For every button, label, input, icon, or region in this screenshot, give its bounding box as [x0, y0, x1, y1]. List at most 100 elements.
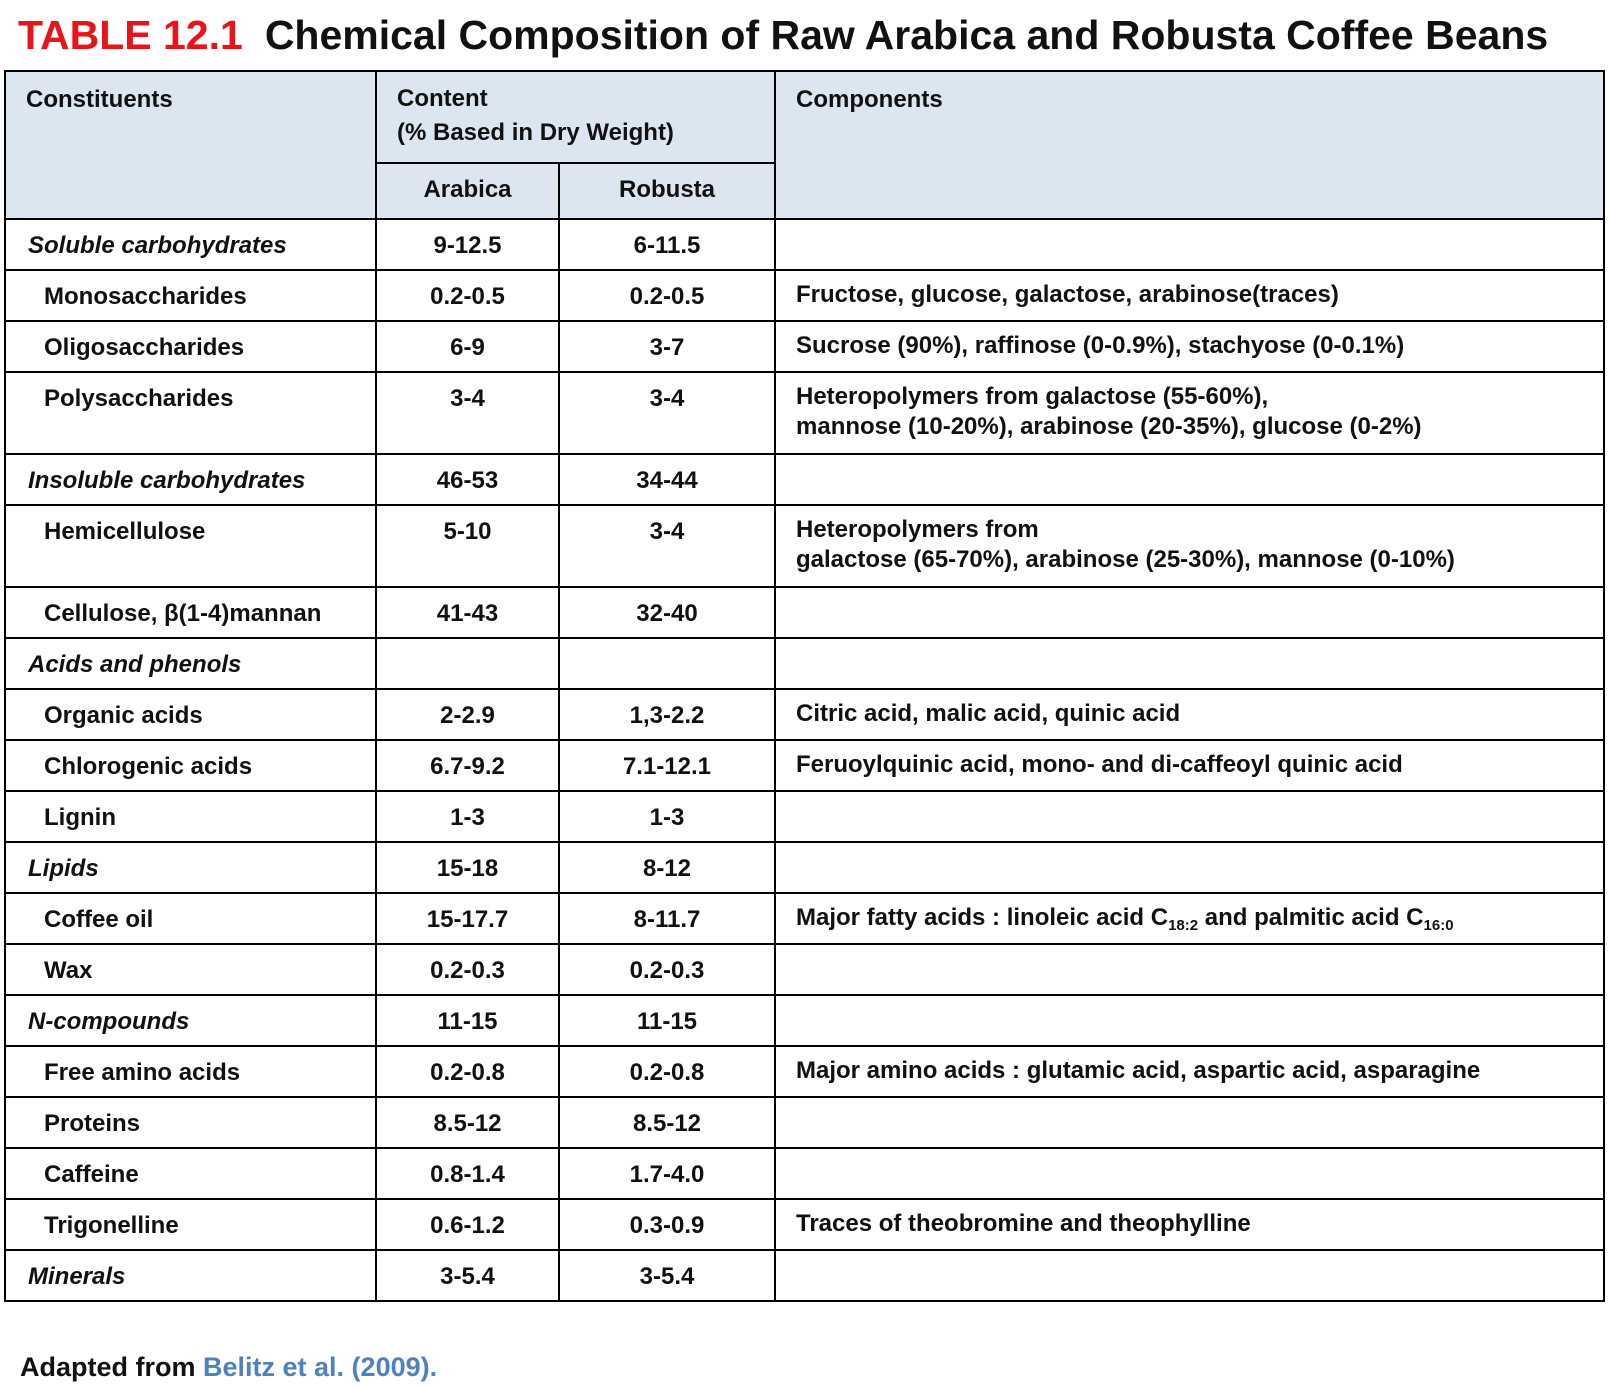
table-row: Trigonelline 0.6-1.2 0.3-0.9 Traces of theo…	[4, 1198, 1605, 1251]
arabica-cell: 41-43	[375, 586, 560, 639]
arabica-cell: 15-17.7	[375, 892, 560, 945]
constituent-cell: Oligosaccharides	[4, 320, 377, 373]
constituent-cell: Trigonelline	[4, 1198, 377, 1251]
robusta-cell: 32-40	[558, 586, 776, 639]
empty-cell	[774, 841, 1605, 894]
table-row: Soluble carbohydrates 9-12.5 6-11.5	[4, 218, 1605, 271]
empty-cell	[774, 994, 1605, 1047]
arabica-cell: 46-53	[375, 453, 560, 506]
arabica-cell: 0.2-0.8	[375, 1045, 560, 1098]
table-row: Lipids 15-18 8-12	[4, 841, 1605, 894]
arabica-cell: 0.8-1.4	[375, 1147, 560, 1200]
empty-cell	[774, 218, 1605, 271]
constituent-cell: Insoluble carbohydrates	[4, 453, 377, 506]
robusta-cell: 11-15	[558, 994, 776, 1047]
table-title: TABLE 12.1 Chemical Composition of Raw Ar…	[18, 12, 1548, 59]
constituent-cell: Cellulose, β(1-4)mannan	[4, 586, 377, 639]
table-row: Minerals 3-5.4 3-5.4	[4, 1249, 1605, 1302]
arabica-cell: 1-3	[375, 790, 560, 843]
footnote: Adapted from Belitz et al. (2009).	[20, 1352, 437, 1383]
robusta-cell: 8-12	[558, 841, 776, 894]
robusta-cell: 3-5.4	[558, 1249, 776, 1302]
table-row: Proteins 8.5-12 8.5-12	[4, 1096, 1605, 1149]
robusta-cell: 0.2-0.3	[558, 943, 776, 996]
components-cell: Fructose, glucose, galactose, arabinose(…	[774, 269, 1605, 322]
constituent-cell: N-compounds	[4, 994, 377, 1047]
table-row: Free amino acids 0.2-0.8 0.2-0.8 Major amin…	[4, 1045, 1605, 1098]
text-part: Major fatty acids : linoleic acid C	[796, 904, 1169, 931]
arabica-cell: 0.2-0.3	[375, 943, 560, 996]
header-cell: Arabica	[375, 162, 560, 220]
empty-cell	[774, 790, 1605, 843]
components-cell: Citric acid, malic acid, quinic acid	[774, 688, 1605, 741]
table-row: Acids and phenols	[4, 637, 1605, 690]
table-row: Wax 0.2-0.3 0.2-0.3	[4, 943, 1605, 996]
robusta-cell: 3-7	[558, 320, 776, 373]
constituent-cell: Proteins	[4, 1096, 377, 1149]
robusta-cell: 1,3-2.2	[558, 688, 776, 741]
components-cell: Heteropolymers from galactose (65-70%), …	[774, 504, 1605, 588]
empty-cell	[774, 1249, 1605, 1302]
empty-cell	[774, 943, 1605, 996]
arabica-cell: 3-5.4	[375, 1249, 560, 1302]
arabica-cell: 6-9	[375, 320, 560, 373]
title-text: Chemical Composition of Raw Arabica and …	[264, 12, 1549, 58]
constituent-cell: Polysaccharides	[4, 371, 377, 455]
empty-cell	[774, 586, 1605, 639]
source-link[interactable]: Belitz et al. (2009).	[203, 1352, 438, 1382]
arabica-cell: 5-10	[375, 504, 560, 588]
robusta-cell: 8.5-12	[558, 1096, 776, 1149]
robusta-cell: 1.7-4.0	[558, 1147, 776, 1200]
constituent-cell: Hemicellulose	[4, 504, 377, 588]
header-cell: Constituents	[4, 70, 377, 220]
components-cell: Heteropolymers from galactose (55-60%), …	[774, 371, 1605, 455]
table-row: Lignin 1-3 1-3	[4, 790, 1605, 843]
table-row: Caffeine 0.8-1.4 1.7-4.0	[4, 1147, 1605, 1200]
constituent-cell: Coffee oil	[4, 892, 377, 945]
table-row: Chlorogenic acids 6.7-9.2 7.1-12.1 Feruoylq…	[4, 739, 1605, 792]
robusta-cell: 1-3	[558, 790, 776, 843]
table-row: Insoluble carbohydrates 46-53 34-44	[4, 453, 1605, 506]
arabica-cell: 15-18	[375, 841, 560, 894]
empty-cell	[774, 453, 1605, 506]
table-row: Oligosaccharides 6-9 3-7 Sucrose (90%), raf…	[4, 320, 1605, 373]
table-label: TABLE 12.1	[18, 12, 243, 58]
robusta-cell: 3-4	[558, 371, 776, 455]
table-row: N-compounds 11-15 11-15	[4, 994, 1605, 1047]
header-cell: Content (% Based in Dry Weight)	[375, 70, 776, 164]
arabica-cell: 2-2.9	[375, 688, 560, 741]
constituent-cell: Lipids	[4, 841, 377, 894]
header-cell: Robusta	[558, 162, 776, 220]
arabica-cell: 8.5-12	[375, 1096, 560, 1149]
components-cell: Major amino acids : glutamic acid, aspar…	[774, 1045, 1605, 1098]
constituent-cell: Acids and phenols	[4, 637, 377, 690]
arabica-cell: 11-15	[375, 994, 560, 1047]
arabica-cell: 0.6-1.2	[375, 1198, 560, 1251]
composition-table: Constituents Content (% Based in Dry Weig…	[4, 70, 1605, 1302]
empty-cell	[774, 1147, 1605, 1200]
arabica-cell: 3-4	[375, 371, 560, 455]
arabica-cell: 0.2-0.5	[375, 269, 560, 322]
arabica-cell: 9-12.5	[375, 218, 560, 271]
constituent-cell: Monosaccharides	[4, 269, 377, 322]
arabica-cell: 6.7-9.2	[375, 739, 560, 792]
robusta-cell: 7.1-12.1	[558, 739, 776, 792]
empty-cell	[558, 637, 776, 690]
subscript: 18:2	[1168, 917, 1199, 934]
robusta-cell: 0.3-0.9	[558, 1198, 776, 1251]
constituent-cell: Minerals	[4, 1249, 377, 1302]
constituent-cell: Lignin	[4, 790, 377, 843]
robusta-cell: 34-44	[558, 453, 776, 506]
table-row: Hemicellulose 5-10 3-4 Heteropolymers from …	[4, 504, 1605, 588]
robusta-cell: 6-11.5	[558, 218, 776, 271]
robusta-cell: 0.2-0.5	[558, 269, 776, 322]
robusta-cell: 8-11.7	[558, 892, 776, 945]
components-cell: Feruoylquinic acid, mono- and di-caffeoy…	[774, 739, 1605, 792]
robusta-cell: 0.2-0.8	[558, 1045, 776, 1098]
table-row: Polysaccharides 3-4 3-4 Heteropolymers from…	[4, 371, 1605, 455]
text-part: and palmitic acid C	[1198, 904, 1424, 931]
table-body: Soluble carbohydrates 9-12.5 6-11.5 Monosac…	[4, 218, 1605, 1302]
subscript: 16:0	[1423, 917, 1454, 934]
robusta-cell: 3-4	[558, 504, 776, 588]
